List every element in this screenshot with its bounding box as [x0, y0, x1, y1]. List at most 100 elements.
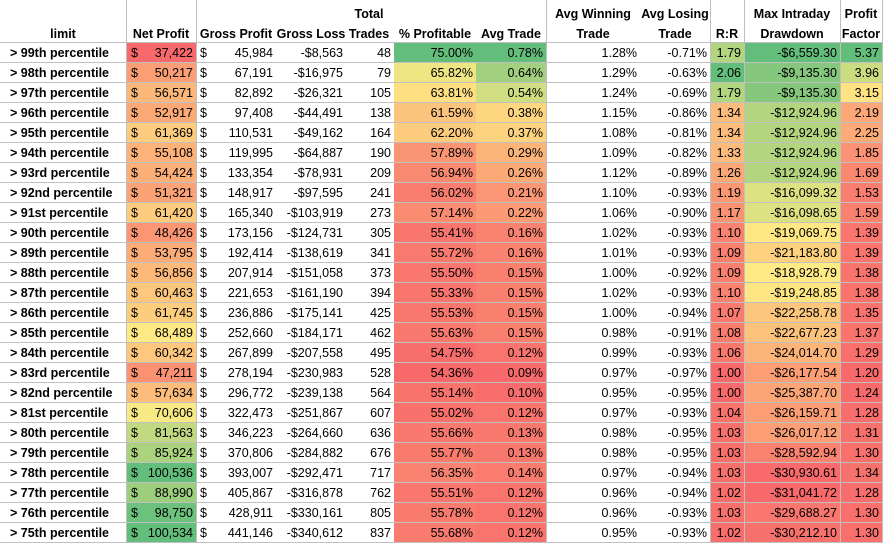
avg-trade-cell[interactable]: 0.26% [476, 163, 546, 183]
gross-loss-cell[interactable]: -$78,931 [276, 163, 346, 183]
total-trades-cell[interactable]: 209 [346, 163, 394, 183]
net-profit-cell[interactable]: $47,211 [126, 363, 196, 383]
gross-loss-cell[interactable]: -$161,190 [276, 283, 346, 303]
net-profit-cell[interactable]: $81,563 [126, 423, 196, 443]
avg-trade-cell[interactable]: 0.22% [476, 203, 546, 223]
total-trades-cell[interactable]: 495 [346, 343, 394, 363]
gross-profit-cell[interactable]: $133,354 [196, 163, 276, 183]
pct-profitable-cell[interactable]: 54.36% [394, 363, 476, 383]
pf-cell[interactable]: 2.25 [840, 123, 882, 143]
avg-winning-cell[interactable]: 1.02% [546, 283, 640, 303]
avg-losing-cell[interactable]: -0.94% [640, 303, 710, 323]
total-trades-cell[interactable]: 564 [346, 383, 394, 403]
avg-losing-cell[interactable]: -0.94% [640, 483, 710, 503]
avg-losing-cell[interactable]: -0.93% [640, 403, 710, 423]
pct-profitable-cell[interactable]: 63.81% [394, 83, 476, 103]
total-trades-cell[interactable]: 105 [346, 83, 394, 103]
net-profit-cell[interactable]: $55,108 [126, 143, 196, 163]
avg-trade-cell[interactable]: 0.12% [476, 483, 546, 503]
limit-cell[interactable]: > 86th percentile [0, 303, 126, 323]
gross-profit-cell[interactable]: $148,917 [196, 183, 276, 203]
pct-profitable-cell[interactable]: 55.66% [394, 423, 476, 443]
gross-profit-cell[interactable]: $67,191 [196, 63, 276, 83]
avg-losing-cell[interactable]: -0.93% [640, 243, 710, 263]
pct-profitable-cell[interactable]: 56.02% [394, 183, 476, 203]
total-trades-cell[interactable]: 607 [346, 403, 394, 423]
avg-winning-cell[interactable]: 1.06% [546, 203, 640, 223]
avg-losing-cell[interactable]: -0.95% [640, 423, 710, 443]
gross-loss-cell[interactable]: -$330,161 [276, 503, 346, 523]
avg-trade-cell[interactable]: 0.21% [476, 183, 546, 203]
rr-cell[interactable]: 1.03 [710, 443, 744, 463]
pct-profitable-cell[interactable]: 61.59% [394, 103, 476, 123]
avg-winning-cell[interactable]: 0.96% [546, 503, 640, 523]
avg-trade-cell[interactable]: 0.15% [476, 323, 546, 343]
rr-cell[interactable]: 1.02 [710, 483, 744, 503]
net-profit-cell[interactable]: $68,489 [126, 323, 196, 343]
net-profit-cell[interactable]: $100,536 [126, 463, 196, 483]
avg-winning-cell[interactable]: 1.28% [546, 43, 640, 63]
pf-cell[interactable]: 1.38 [840, 263, 882, 283]
net-profit-cell[interactable]: $61,369 [126, 123, 196, 143]
limit-cell[interactable]: > 96th percentile [0, 103, 126, 123]
rr-cell[interactable]: 1.02 [710, 523, 744, 543]
net-profit-cell[interactable]: $100,534 [126, 523, 196, 543]
limit-cell[interactable]: > 93rd percentile [0, 163, 126, 183]
net-profit-cell[interactable]: $60,463 [126, 283, 196, 303]
avg-losing-cell[interactable]: -0.92% [640, 263, 710, 283]
max-dd-cell[interactable]: -$30,212.10 [744, 523, 840, 543]
net-profit-cell[interactable]: $51,321 [126, 183, 196, 203]
pct-profitable-cell[interactable]: 55.77% [394, 443, 476, 463]
avg-trade-cell[interactable]: 0.12% [476, 403, 546, 423]
max-dd-cell[interactable]: -$12,924.96 [744, 123, 840, 143]
max-dd-cell[interactable]: -$9,135.30 [744, 63, 840, 83]
net-profit-cell[interactable]: $70,606 [126, 403, 196, 423]
pf-cell[interactable]: 1.28 [840, 483, 882, 503]
pf-cell[interactable]: 1.39 [840, 223, 882, 243]
pf-cell[interactable]: 1.20 [840, 363, 882, 383]
total-trades-cell[interactable]: 394 [346, 283, 394, 303]
net-profit-cell[interactable]: $52,917 [126, 103, 196, 123]
pct-profitable-cell[interactable]: 55.63% [394, 323, 476, 343]
rr-cell[interactable]: 1.00 [710, 383, 744, 403]
rr-cell[interactable]: 1.08 [710, 323, 744, 343]
avg-winning-cell[interactable]: 0.98% [546, 443, 640, 463]
max-dd-cell[interactable]: -$22,258.78 [744, 303, 840, 323]
total-trades-cell[interactable]: 636 [346, 423, 394, 443]
gross-loss-cell[interactable]: -$26,321 [276, 83, 346, 103]
avg-winning-cell[interactable]: 1.00% [546, 303, 640, 323]
gross-profit-cell[interactable]: $278,194 [196, 363, 276, 383]
pct-profitable-cell[interactable]: 57.14% [394, 203, 476, 223]
max-dd-cell[interactable]: -$21,183.80 [744, 243, 840, 263]
rr-cell[interactable]: 1.34 [710, 123, 744, 143]
gross-loss-cell[interactable]: -$8,563 [276, 43, 346, 63]
max-dd-cell[interactable]: -$25,387.70 [744, 383, 840, 403]
avg-trade-cell[interactable]: 0.64% [476, 63, 546, 83]
rr-cell[interactable]: 2.06 [710, 63, 744, 83]
gross-profit-cell[interactable]: $252,660 [196, 323, 276, 343]
avg-winning-cell[interactable]: 0.98% [546, 423, 640, 443]
avg-losing-cell[interactable]: -0.81% [640, 123, 710, 143]
limit-cell[interactable]: > 84th percentile [0, 343, 126, 363]
avg-losing-cell[interactable]: -0.89% [640, 163, 710, 183]
pct-profitable-cell[interactable]: 57.89% [394, 143, 476, 163]
pf-cell[interactable]: 1.31 [840, 423, 882, 443]
gross-profit-cell[interactable]: $97,408 [196, 103, 276, 123]
avg-losing-cell[interactable]: -0.93% [640, 503, 710, 523]
total-trades-cell[interactable]: 341 [346, 243, 394, 263]
rr-cell[interactable]: 1.03 [710, 503, 744, 523]
max-dd-cell[interactable]: -$31,041.72 [744, 483, 840, 503]
max-dd-cell[interactable]: -$22,677.23 [744, 323, 840, 343]
max-dd-cell[interactable]: -$28,592.94 [744, 443, 840, 463]
max-dd-cell[interactable]: -$12,924.96 [744, 143, 840, 163]
max-dd-cell[interactable]: -$12,924.96 [744, 103, 840, 123]
avg-losing-cell[interactable]: -0.93% [640, 283, 710, 303]
total-trades-cell[interactable]: 164 [346, 123, 394, 143]
max-dd-cell[interactable]: -$26,177.54 [744, 363, 840, 383]
avg-losing-cell[interactable]: -0.97% [640, 363, 710, 383]
pf-cell[interactable]: 1.30 [840, 443, 882, 463]
pf-cell[interactable]: 1.85 [840, 143, 882, 163]
total-trades-cell[interactable]: 425 [346, 303, 394, 323]
pct-profitable-cell[interactable]: 55.14% [394, 383, 476, 403]
net-profit-cell[interactable]: $57,634 [126, 383, 196, 403]
